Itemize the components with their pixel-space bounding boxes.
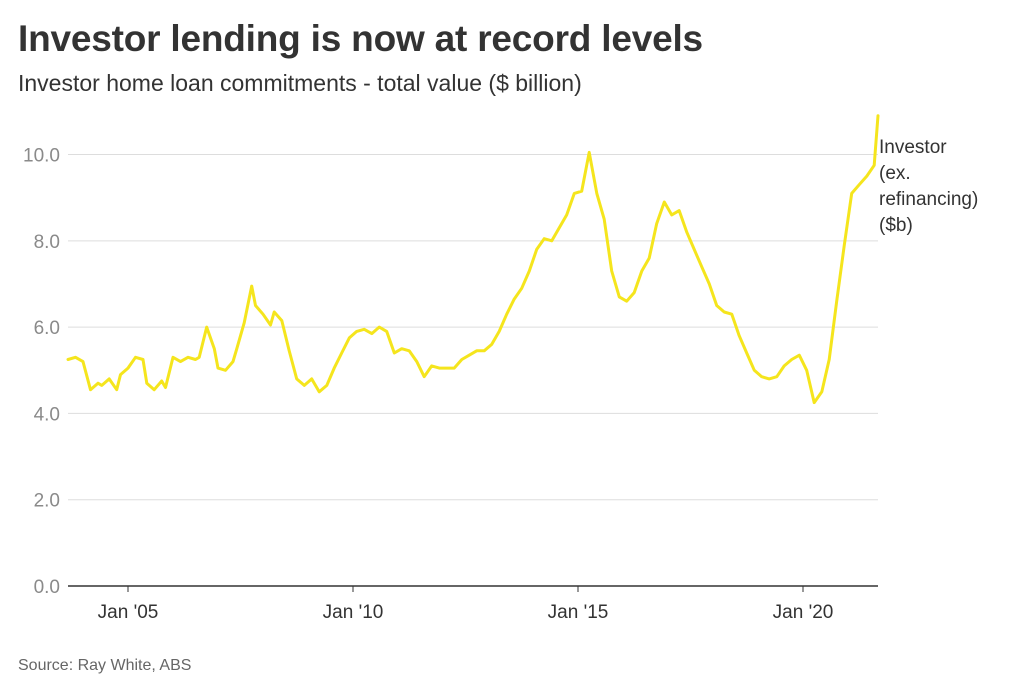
series-group <box>66 114 880 405</box>
y-tick-label: 6.0 <box>34 318 60 339</box>
series-label: Investor (ex. refinancing) ($b) <box>879 137 978 236</box>
chart-subtitle: Investor home loan commitments - total v… <box>18 70 582 96</box>
series-line-0 <box>66 114 880 405</box>
y-tick-label: 8.0 <box>34 232 60 253</box>
x-tick-label: Jan '10 <box>323 602 384 623</box>
series-label-line: ($b) <box>879 215 913 236</box>
series-label-line: Investor <box>879 137 947 158</box>
y-tick-label: 2.0 <box>34 491 60 512</box>
chart-title: Investor lending is now at record levels <box>18 18 703 59</box>
y-tick-label: 10.0 <box>23 146 60 167</box>
y-tick-label: 4.0 <box>34 404 60 425</box>
y-axis-ticks: 0.0 2.0 4.0 6.0 8.0 10.0 <box>23 146 60 598</box>
x-tick-label: Jan '15 <box>548 602 609 623</box>
x-tick-label: Jan '05 <box>98 602 159 623</box>
x-tick-label: Jan '20 <box>773 602 834 623</box>
gridlines <box>68 154 878 501</box>
x-axis: Jan '05 Jan '10 Jan '15 Jan '20 <box>68 585 878 623</box>
source-note: Source: Ray White, ABS <box>18 657 192 674</box>
series-label-line: refinancing) <box>879 189 978 210</box>
y-tick-label: 0.0 <box>34 577 60 598</box>
series-label-line: (ex. <box>879 163 911 184</box>
series-label-text: Investor (ex. refinancing) ($b) <box>879 137 978 236</box>
